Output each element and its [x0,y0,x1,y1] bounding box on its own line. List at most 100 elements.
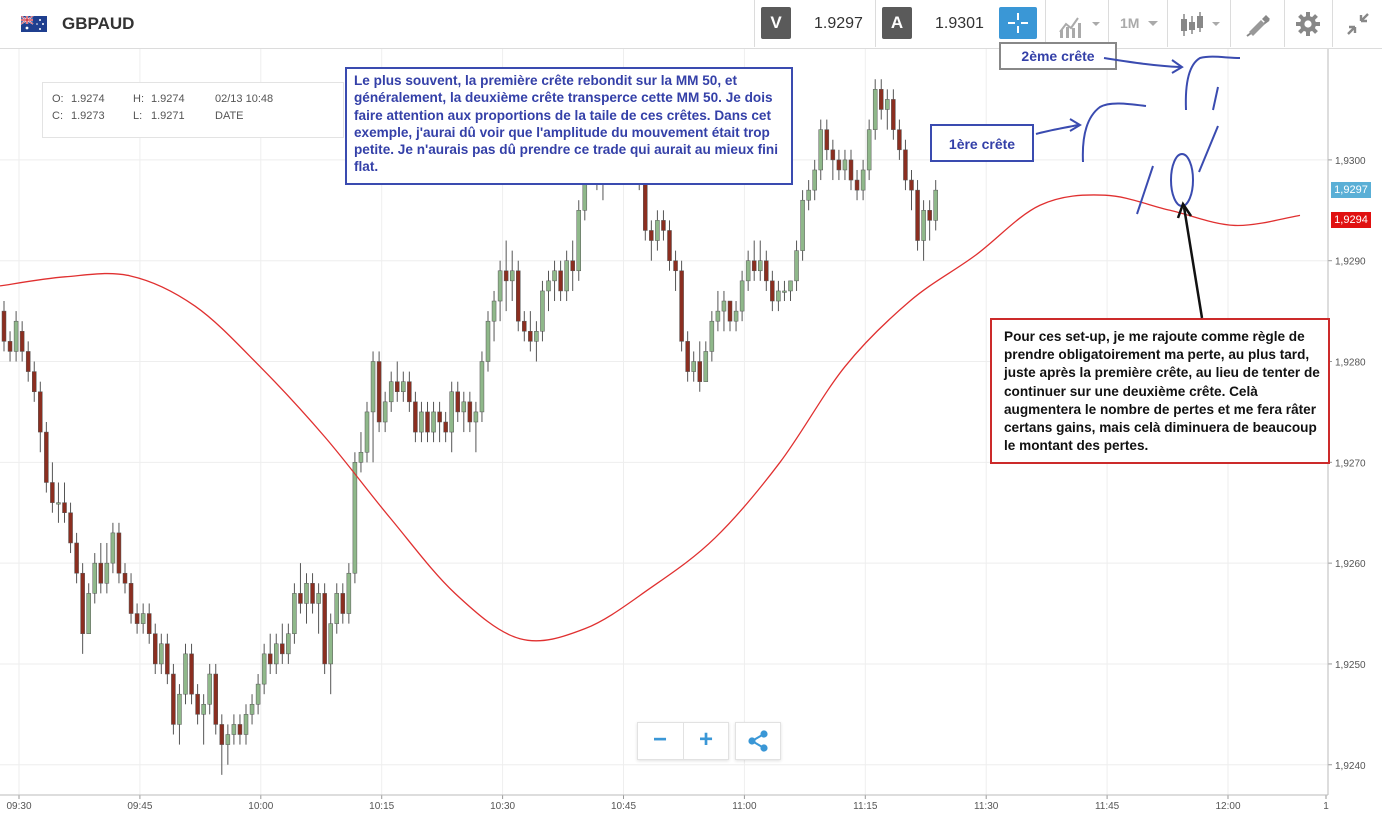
zoom-in-button[interactable]: + [683,723,728,759]
candle-down [38,391,43,433]
candle-up [479,361,485,413]
candle-up [860,169,866,191]
candle-up [546,280,551,292]
sell-label: V [761,7,791,39]
candle-down [558,270,563,292]
y-tick-label: 1,9270 [1335,458,1366,469]
gear-icon [1296,12,1320,36]
candle-up [231,724,237,735]
candle-up [534,331,539,342]
candle-down [116,532,122,574]
candle-down [570,260,575,272]
candle-style-button[interactable] [1167,0,1230,47]
candle-up [261,653,267,685]
candle-up [776,290,781,302]
candle-down [146,613,152,634]
candle-down [267,653,273,665]
candle-down [770,280,775,302]
candle-down [128,583,134,614]
candle-down [98,562,104,584]
x-tick-label: 09:30 [6,801,31,812]
candle-up [788,280,793,292]
candle-up [334,593,339,624]
candle-down [376,361,382,423]
candle-down [171,673,176,725]
share-button[interactable] [735,722,781,760]
close-value: 1.9273 [71,110,105,122]
high-value: 1.9274 [151,93,185,105]
sell-price: 1.9297 [814,15,863,32]
open-value: 1.9274 [71,93,105,105]
candle-up [346,572,352,614]
candle-up [782,290,787,293]
candle-up [13,320,19,352]
candle-down [153,633,158,665]
candle-up [201,704,206,715]
candle-up [255,683,261,705]
candle-down [213,673,218,725]
timeframe-label: 1M [1120,15,1140,31]
candle-down [891,99,896,130]
draw-tools-button[interactable] [1230,0,1284,47]
candle-down [62,502,67,513]
candle-down [1,310,7,342]
candle-up [382,401,388,423]
buy-label: A [882,7,912,39]
candle-down [528,331,533,342]
y-tick-label: 1,9250 [1335,660,1366,671]
candle-down [727,300,733,322]
candle-down [32,371,37,393]
candle-down [467,401,473,423]
annotation-second-crest: 2ème crête [999,42,1117,70]
candle-up [207,673,212,705]
candle-up [364,411,370,453]
candle-up [243,714,249,735]
x-tick-label: 11:00 [732,801,757,812]
settings-button[interactable] [1284,0,1332,47]
candle-up [159,643,164,665]
collapse-icon [1347,13,1369,35]
candle-down [443,421,448,433]
chart-type-icon [1059,17,1100,38]
candle-down [643,179,648,231]
x-tick-label: 11:30 [974,801,999,812]
sell-price-button[interactable]: V 1.9297 [754,0,875,47]
candle-up [933,189,938,221]
candle-down [425,411,430,433]
price-chart[interactable]: 1,9240 1,9250 1,9260 1,9270 1,9280 1,9290 1,93… [0,49,1382,822]
zoom-out-button[interactable]: − [652,726,667,753]
candle-up [866,129,872,171]
candle-up [401,381,406,393]
collapse-button[interactable] [1332,0,1382,47]
candle-up [449,391,454,433]
candle-up [56,502,61,505]
date-label: DATE [215,110,244,122]
candle-up [370,361,376,413]
candle-down [322,593,327,665]
open-label: O: [52,93,64,105]
top-toolbar: GBPAUD V 1.9297 A 1.9301 1M [0,0,1382,49]
candle-down [836,159,842,171]
candle-up [818,129,823,171]
crosshair-button[interactable] [999,7,1037,39]
candle-up [812,169,817,191]
y-tick-label: 1,9290 [1335,257,1366,268]
x-tick-label: 11:45 [1095,801,1120,812]
candle-up [177,693,182,725]
candle-down [7,341,13,352]
instrument-symbol: GBPAUD [62,14,135,33]
candle-down [310,583,315,604]
candle-down [74,542,79,574]
y-tick-label: 1,9240 [1335,761,1366,772]
candle-up [473,411,479,423]
candle-up [703,351,709,382]
timeframe-button[interactable]: 1M [1108,0,1167,47]
buy-price: 1.9301 [935,15,984,32]
candle-down [134,613,140,624]
chart-type-button[interactable] [1045,0,1108,47]
candle-down [824,129,830,151]
candle-up [358,451,364,463]
buy-price-button[interactable]: A 1.9301 [875,0,996,47]
candle-up [419,411,424,433]
draw-icon [1246,15,1270,37]
